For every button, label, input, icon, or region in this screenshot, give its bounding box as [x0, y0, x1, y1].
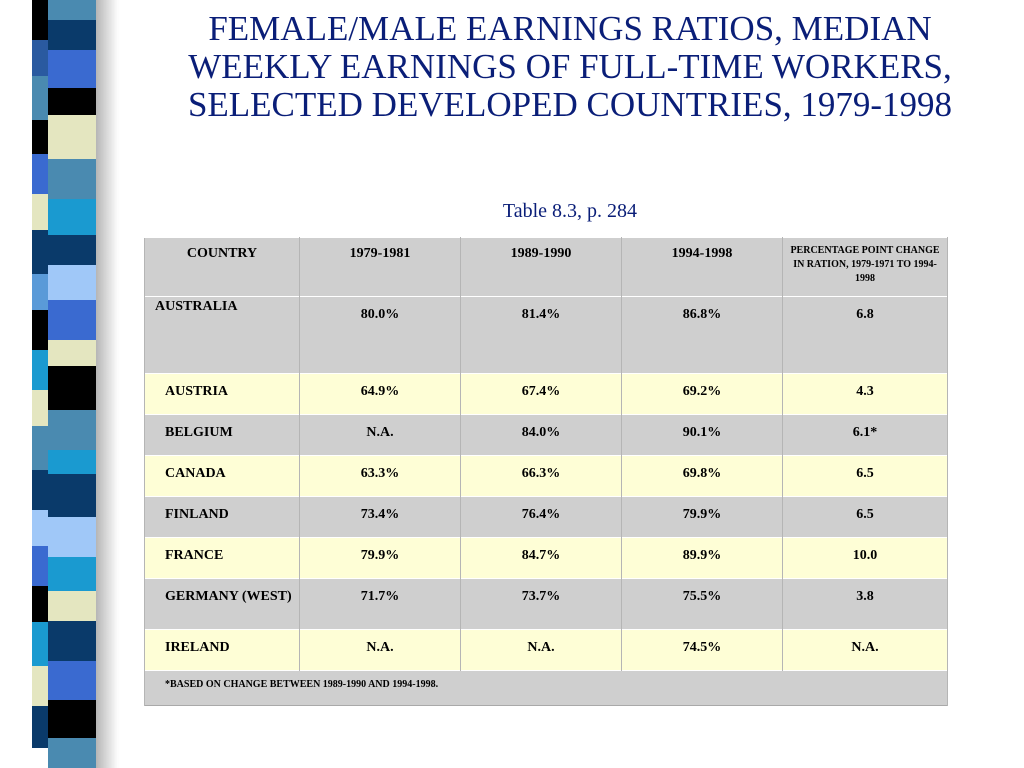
slide-title: FEMALE/MALE EARNINGS RATIOS, MEDIAN WEEK…: [187, 9, 953, 124]
strip-segment: [48, 115, 96, 160]
country-cell: GERMANY (WEST): [144, 578, 300, 630]
table-row: CANADA 63.3% 66.3% 69.8% 6.5: [144, 455, 948, 497]
strip-segment: [48, 49, 96, 88]
strip-segment: [48, 517, 96, 558]
value-cell: 74.5%: [621, 629, 783, 671]
table-footnote: *BASED ON CHANGE BETWEEN 1989-1990 AND 1…: [144, 670, 948, 706]
strip-segment: [48, 87, 96, 116]
country-cell: AUSTRIA: [144, 373, 300, 415]
strip-segment: [48, 449, 96, 474]
strip-segment: [48, 0, 96, 20]
value-cell: 4.3: [782, 373, 948, 415]
header-percentage-change: PERCENTAGE POINT CHANGE IN RATION, 1979-…: [782, 237, 948, 297]
value-cell: 73.4%: [299, 496, 461, 538]
strip-segment: [48, 700, 96, 739]
strip-segment: [48, 234, 96, 265]
table-row: GERMANY (WEST) 71.7% 73.7% 75.5% 3.8: [144, 578, 948, 630]
country-cell: BELGIUM: [144, 414, 300, 456]
strip-segment: [48, 300, 96, 341]
country-cell: IRELAND: [144, 629, 300, 671]
value-cell: N.A.: [299, 414, 461, 456]
value-cell: 63.3%: [299, 455, 461, 497]
country-cell: FRANCE: [144, 537, 300, 579]
table-header-row: COUNTRY 1979-1981 1989-1990 1994-1998 PE…: [144, 237, 948, 297]
value-cell: 81.4%: [460, 296, 622, 374]
table-row: AUSTRIA 64.9% 67.4% 69.2% 4.3: [144, 373, 948, 415]
country-cell: CANADA: [144, 455, 300, 497]
table-row: FINLAND 73.4% 76.4% 79.9% 6.5: [144, 496, 948, 538]
value-cell: 66.3%: [460, 455, 622, 497]
value-cell: 75.5%: [621, 578, 783, 630]
country-cell: AUSTRALIA: [144, 296, 300, 374]
value-cell: 69.2%: [621, 373, 783, 415]
strip-shadow: [96, 0, 118, 768]
strip-segment: [48, 620, 96, 661]
value-cell: 6.1*: [782, 414, 948, 456]
header-1989-1990: 1989-1990: [460, 237, 622, 297]
value-cell: 6.5: [782, 455, 948, 497]
value-cell: 71.7%: [299, 578, 461, 630]
earnings-ratio-table: COUNTRY 1979-1981 1989-1990 1994-1998 PE…: [144, 237, 948, 706]
strip-segment: [48, 340, 96, 367]
table-row: BELGIUM N.A. 84.0% 90.1% 6.1*: [144, 414, 948, 456]
strip-segment: [48, 738, 96, 768]
value-cell: 84.7%: [460, 537, 622, 579]
value-cell: 79.9%: [621, 496, 783, 538]
value-cell: 6.8: [782, 296, 948, 374]
strip-segment: [48, 473, 96, 518]
value-cell: 76.4%: [460, 496, 622, 538]
value-cell: 10.0: [782, 537, 948, 579]
strip-segment: [48, 590, 96, 621]
table-row: AUSTRALIA 80.0% 81.4% 86.8% 6.8: [144, 296, 948, 374]
value-cell: 67.4%: [460, 373, 622, 415]
country-cell: FINLAND: [144, 496, 300, 538]
table-row: IRELAND N.A. N.A. 74.5% N.A.: [144, 629, 948, 671]
value-cell: 79.9%: [299, 537, 461, 579]
decorative-strip: [0, 0, 120, 768]
value-cell: 80.0%: [299, 296, 461, 374]
strip-segment: [48, 159, 96, 199]
value-cell: 64.9%: [299, 373, 461, 415]
slide-subtitle: Table 8.3, p. 284: [502, 200, 638, 222]
strip-segment: [48, 557, 96, 591]
value-cell: 6.5: [782, 496, 948, 538]
strip-segment: [48, 409, 96, 450]
value-cell: N.A.: [299, 629, 461, 671]
value-cell: 89.9%: [621, 537, 783, 579]
value-cell: N.A.: [460, 629, 622, 671]
header-country: COUNTRY: [144, 237, 300, 297]
strip-segment: [48, 19, 96, 50]
value-cell: 69.8%: [621, 455, 783, 497]
value-cell: 86.8%: [621, 296, 783, 374]
strip-segment: [48, 198, 96, 235]
value-cell: N.A.: [782, 629, 948, 671]
strip-segment: [48, 264, 96, 301]
value-cell: 3.8: [782, 578, 948, 630]
strip-segment: [48, 366, 96, 410]
table-row: FRANCE 79.9% 84.7% 89.9% 10.0: [144, 537, 948, 579]
header-1979-1981: 1979-1981: [299, 237, 461, 297]
strip-segment: [48, 660, 96, 701]
header-1994-1998: 1994-1998: [621, 237, 783, 297]
value-cell: 90.1%: [621, 414, 783, 456]
strip-column-right: [48, 0, 96, 768]
table-footnote-row: *BASED ON CHANGE BETWEEN 1989-1990 AND 1…: [144, 670, 948, 706]
value-cell: 84.0%: [460, 414, 622, 456]
value-cell: 73.7%: [460, 578, 622, 630]
